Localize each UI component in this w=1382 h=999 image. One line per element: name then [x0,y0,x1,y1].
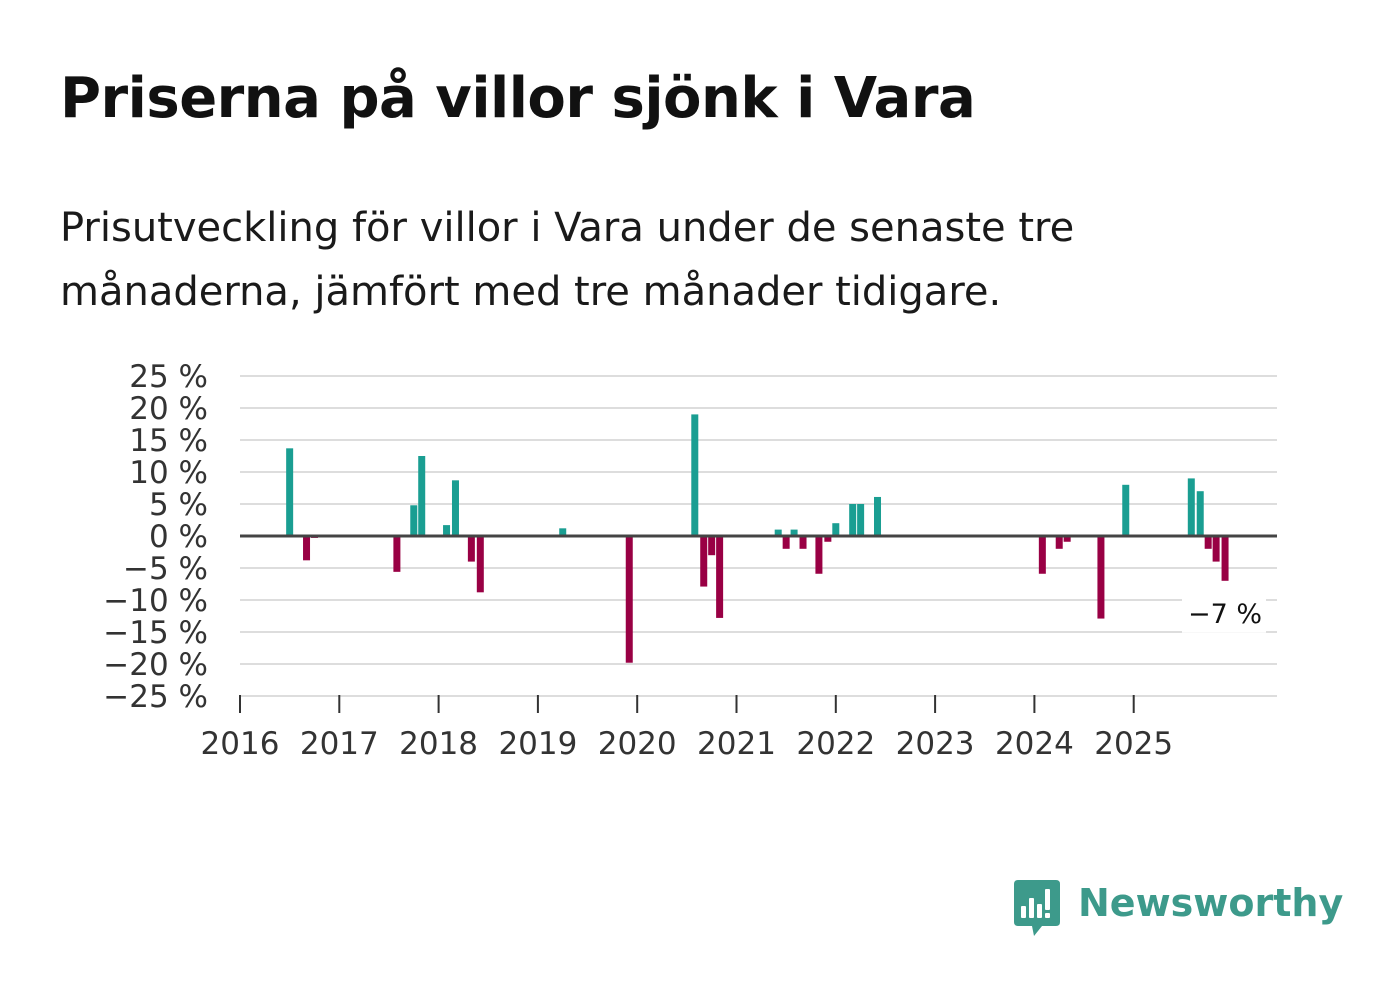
bar [716,536,724,618]
x-tick-label: 2023 [896,726,975,762]
bar [815,536,823,574]
newsworthy-brand: Newsworthy [1012,878,1343,940]
bar [1196,491,1204,536]
bar [286,448,294,536]
y-tick-label: 25 % [129,359,208,395]
last-value-label: −7 % [1188,599,1262,630]
x-tick-label: 2020 [598,726,677,762]
brand-name: Newsworthy [1078,881,1344,925]
bar [410,505,418,536]
y-tick-label: 15 % [129,423,208,459]
bar [476,536,484,593]
y-tick-label: −10 % [103,583,208,619]
bar [1187,478,1195,536]
y-tick-label: 0 % [149,519,208,555]
bar [849,504,857,536]
bar [559,528,567,536]
bar [824,536,832,542]
grid-lines [240,375,1277,697]
bar [691,414,699,536]
bar [799,536,807,549]
bar [1221,536,1229,581]
x-tick-label: 2019 [498,726,577,762]
bar [874,496,882,536]
bar [782,536,790,549]
bar [393,536,401,572]
y-tick-label: −15 % [103,615,208,651]
bar [1097,536,1105,619]
y-tick-label: −25 % [103,679,208,715]
x-tick-label: 2017 [300,726,379,762]
bar [1204,536,1212,549]
x-tick-label: 2022 [796,726,875,762]
x-axis: 2016 2017 2018 2019 2020 2021 2022 2023 2024 2025 [201,695,1173,762]
bar [1212,536,1220,562]
x-tick-label: 2016 [201,726,280,762]
bar [443,525,451,536]
y-tick-label: 20 % [129,391,208,427]
bar [451,480,459,536]
annotations: −7 % [1182,594,1266,633]
x-tick-label: 2025 [1094,726,1173,762]
bar [418,456,426,536]
x-tick-label: 2018 [399,726,478,762]
y-tick-label: −5 % [123,551,208,587]
bar [1038,536,1046,574]
bar [625,536,633,663]
bar [1063,536,1071,542]
y-tick-label: 5 % [149,487,208,523]
bar [832,523,840,536]
x-tick-label: 2024 [995,726,1074,762]
bar [790,529,798,536]
bar [700,536,708,587]
bars [286,414,1229,663]
bar [1055,536,1063,549]
y-tick-label: −20 % [103,647,208,683]
newsworthy-logo-icon [1014,880,1060,936]
chart-subtitle: Prisutveckling för villor i Vara under d… [60,205,1075,315]
bar [303,536,311,561]
y-axis-labels: 25 %20 %15 %10 %5 %0 %−5 %−10 %−15 %−20 … [103,359,208,715]
x-tick-label: 2021 [697,726,776,762]
bar [467,536,475,562]
bar [857,504,865,536]
bar [774,529,782,536]
last-value-label-bg [1182,594,1266,633]
y-tick-label: 10 % [129,455,208,491]
chart-title: Priserna på villor sjönk i Vara [60,66,976,131]
bar [1122,484,1130,536]
bar [708,536,716,556]
